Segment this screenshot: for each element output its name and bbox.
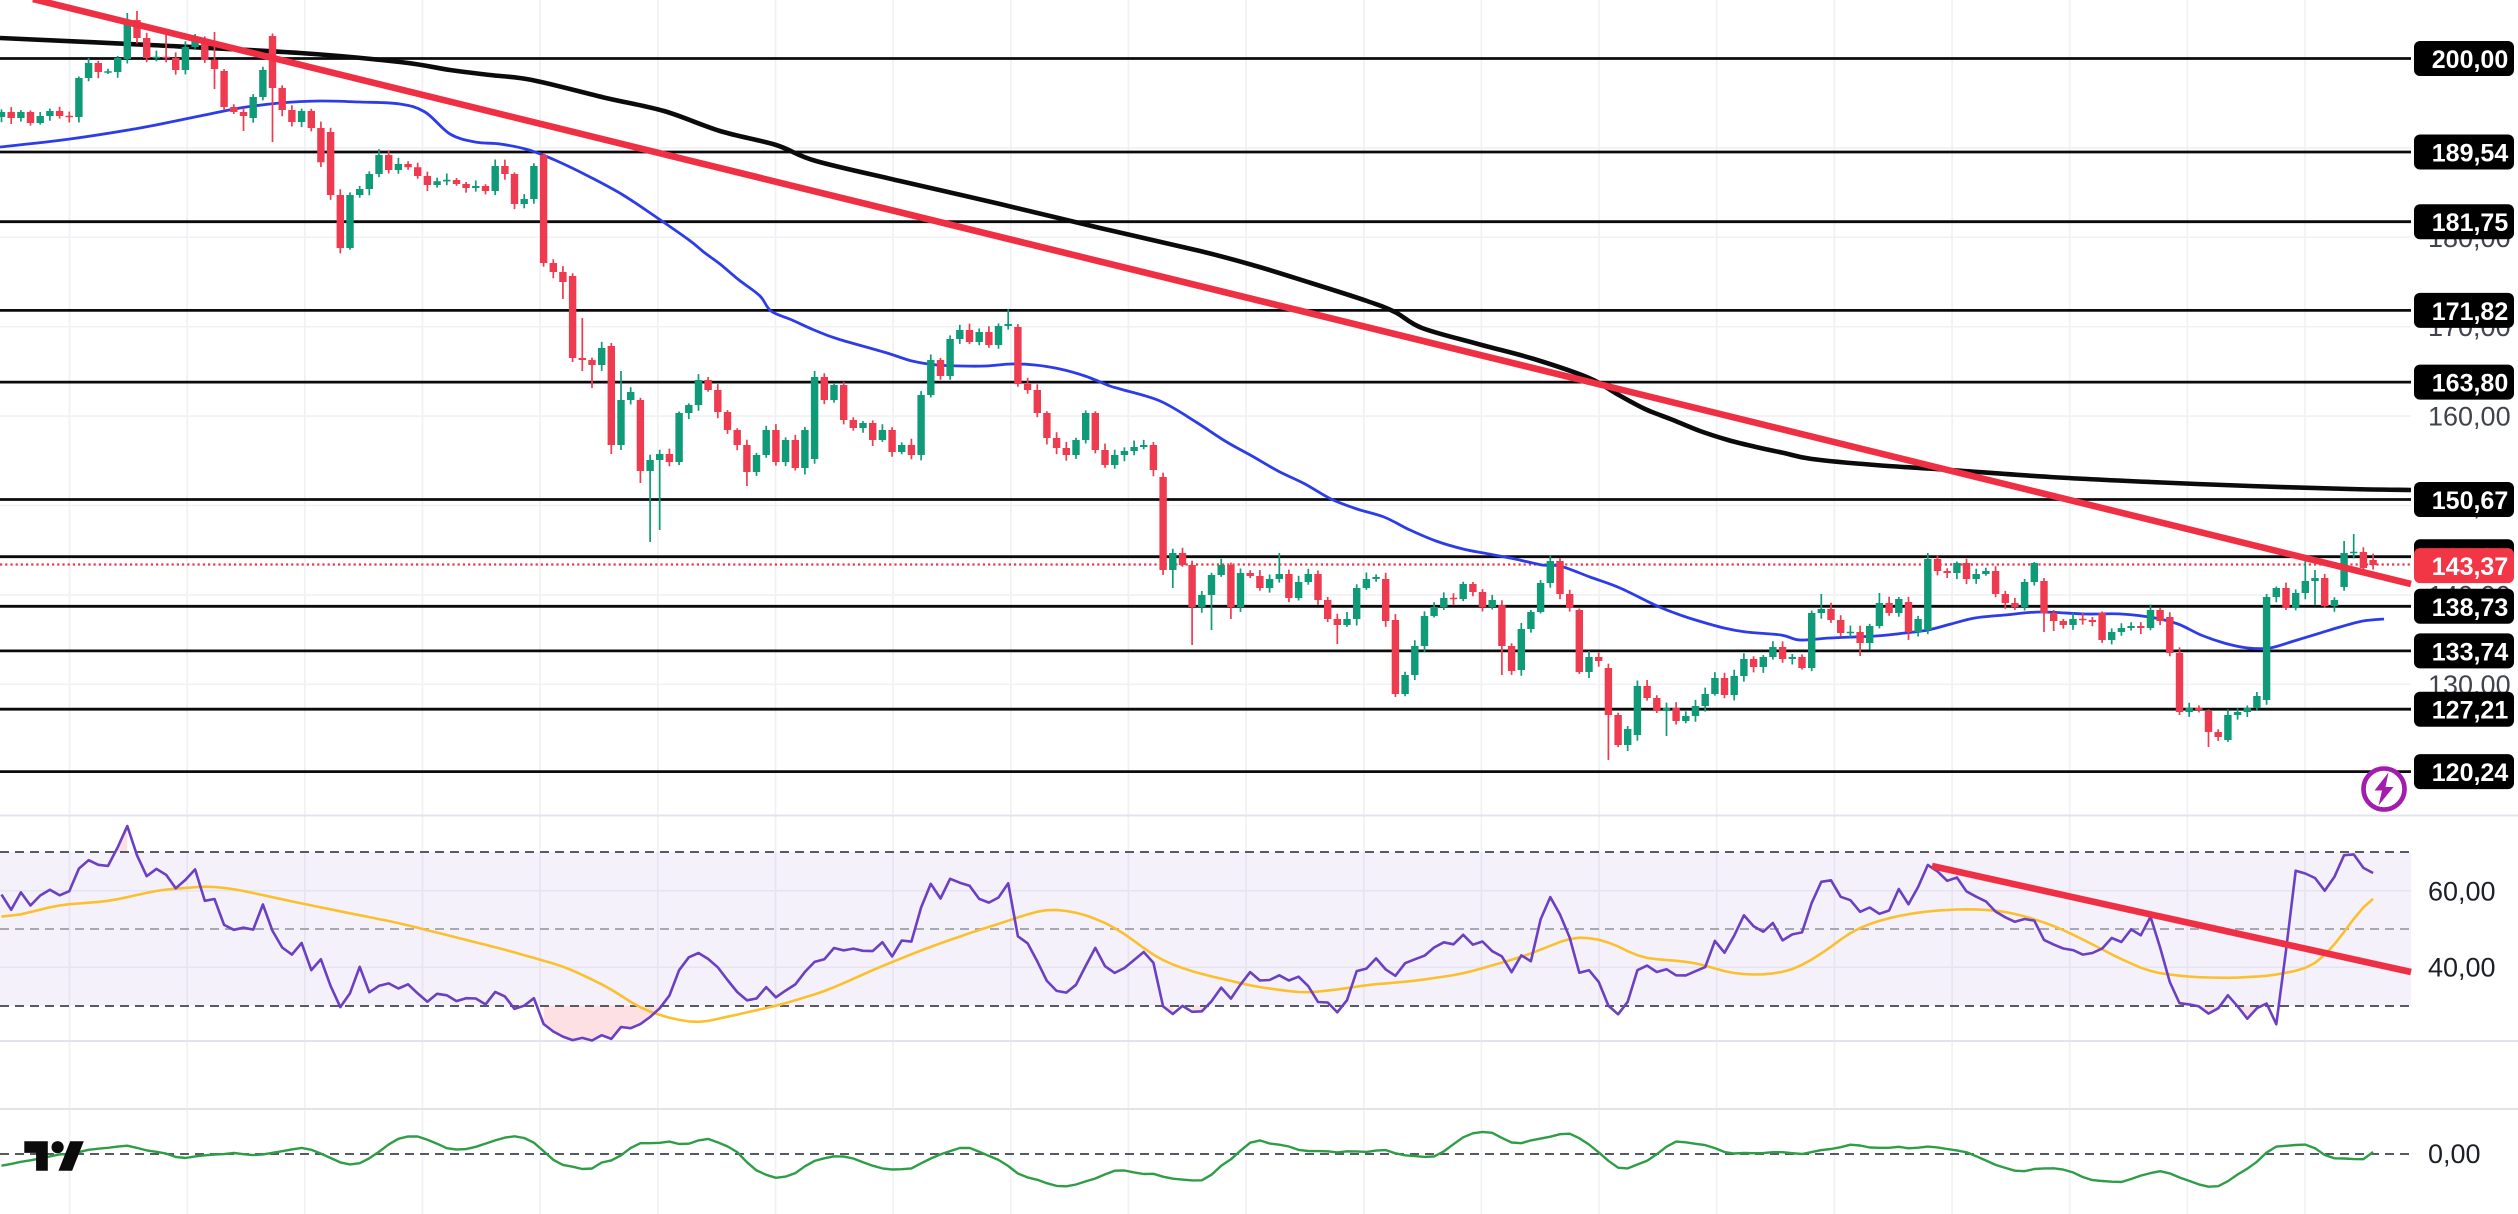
svg-text:120,24: 120,24 [2432, 759, 2509, 787]
svg-text:0,00: 0,00 [2428, 1139, 2481, 1169]
svg-text:40,00: 40,00 [2428, 953, 2496, 983]
svg-text:163,80: 163,80 [2432, 370, 2508, 398]
svg-text:200,00: 200,00 [2432, 46, 2508, 74]
svg-text:133,74: 133,74 [2432, 638, 2509, 666]
svg-text:181,75: 181,75 [2432, 209, 2509, 237]
svg-text:189,54: 189,54 [2432, 140, 2509, 168]
svg-text:127,21: 127,21 [2432, 697, 2509, 725]
svg-text:143,37: 143,37 [2432, 553, 2508, 581]
svg-text:160,00: 160,00 [2428, 402, 2511, 432]
svg-text:60,00: 60,00 [2428, 877, 2496, 907]
svg-text:171,82: 171,82 [2432, 298, 2508, 326]
svg-text:138,73: 138,73 [2432, 594, 2508, 622]
svg-text:150,67: 150,67 [2432, 487, 2508, 515]
